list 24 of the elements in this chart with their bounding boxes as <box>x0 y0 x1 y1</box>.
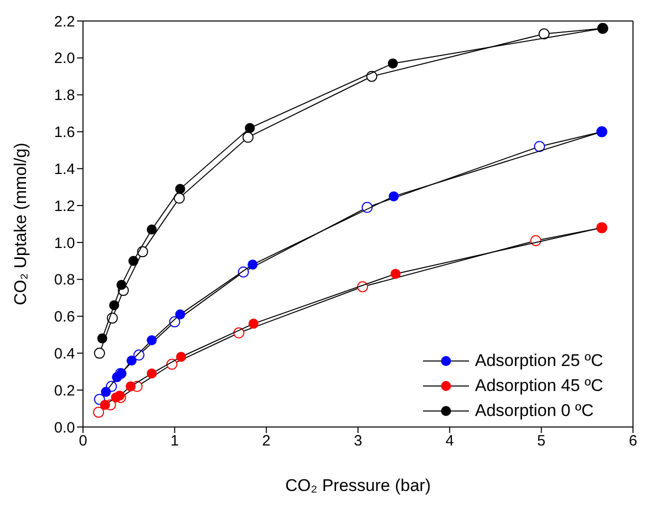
x-tick-label: 3 <box>354 432 362 450</box>
x-tick-label: 2 <box>262 432 271 450</box>
y-tick-label: 0.6 <box>54 308 75 326</box>
legend-label: Adsorption 25 ºC <box>475 350 604 370</box>
y-axis-title: CO₂ Uptake (mmol/g) <box>11 142 30 306</box>
y-tick-label: 1.2 <box>54 198 75 215</box>
y-tick-label: 1.0 <box>54 234 75 252</box>
x-tick-label: 6 <box>628 432 638 450</box>
y-tick-label: 2.2 <box>54 13 75 30</box>
y-tick-label: 0.4 <box>54 346 75 363</box>
legend-label: Adsorption 0 ºC <box>475 400 594 420</box>
y-tick-label: 0.0 <box>54 419 75 436</box>
legend-label: Adsorption 45 ºC <box>475 376 604 396</box>
y-tick-label: 2.0 <box>54 50 75 68</box>
y-tick-label: 0.2 <box>54 382 75 400</box>
y-tick-label: 1.8 <box>54 87 75 104</box>
x-tick-label: 5 <box>537 432 546 450</box>
y-tick-label: 1.6 <box>54 124 75 142</box>
y-tick-label: 1.4 <box>54 160 75 178</box>
x-axis-title: CO₂ Pressure (bar) <box>285 476 431 496</box>
y-tick-label: 0.8 <box>54 272 75 289</box>
x-tick-label: 0 <box>78 432 88 450</box>
x-tick-label: 4 <box>445 432 454 450</box>
x-tick-label: 1 <box>170 432 179 450</box>
